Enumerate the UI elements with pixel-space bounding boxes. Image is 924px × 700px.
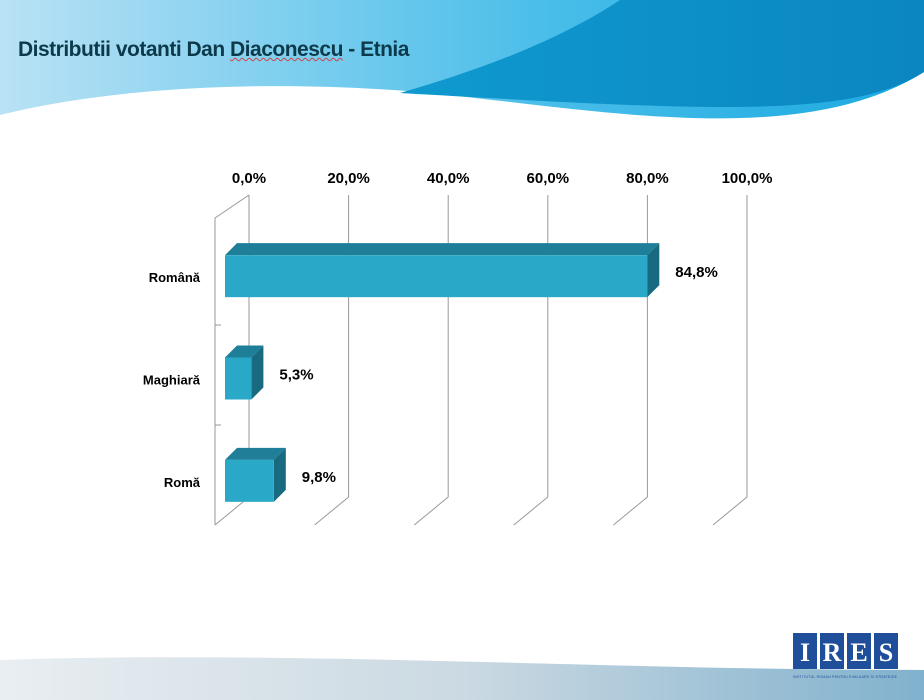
bar-top-face — [225, 447, 286, 460]
x-tick-label: 40,0% — [427, 170, 470, 187]
ires-logo: I R E S INSTITUTUL ROMAN PENTRU EVALUARE SI … — [793, 633, 898, 679]
logo-subtitle: INSTITUTUL ROMAN PENTRU EVALUARE SI STRA… — [793, 675, 898, 679]
data-label: 84,8% — [675, 264, 718, 281]
x-tick-label: 60,0% — [527, 170, 570, 187]
x-tick-label: 0,0% — [232, 170, 266, 187]
title-part: - Etnia — [342, 38, 409, 61]
bar — [225, 243, 660, 298]
logo-letter: S — [879, 638, 893, 667]
bar-side-face — [251, 345, 264, 400]
logo-letter-box — [820, 633, 844, 669]
gridline — [712, 195, 748, 526]
category-label: Maghiară — [143, 373, 201, 388]
bar — [225, 447, 286, 502]
bar-side-face — [647, 243, 660, 298]
side-wall — [214, 194, 250, 525]
bar-top-face — [225, 243, 660, 256]
bar — [225, 345, 264, 400]
category-label: Română — [149, 270, 201, 285]
bar-top-face — [225, 345, 264, 358]
x-tick-label: 80,0% — [626, 170, 669, 187]
logo-letter-box — [793, 633, 817, 669]
logo-letter-box — [847, 633, 871, 669]
logo-letter: E — [850, 638, 867, 667]
bar-front-face — [225, 255, 648, 298]
bar-side-face — [273, 447, 286, 502]
logo-letter: R — [823, 638, 842, 667]
title-part: Distributii votanti Dan — [18, 38, 231, 61]
x-tick-label: 100,0% — [722, 170, 773, 187]
data-label: 5,3% — [279, 367, 313, 384]
slide-title: Distributii votanti Dan Diaconescu - Etn… — [18, 38, 409, 62]
bar-front-face — [225, 459, 274, 502]
data-label: 9,8% — [302, 469, 336, 486]
bar-front-face — [225, 357, 252, 400]
logo-letter-box — [874, 633, 898, 669]
category-label: Romă — [164, 475, 201, 490]
x-tick-label: 20,0% — [327, 170, 370, 187]
title-part-underlined: Diaconescu — [230, 38, 343, 61]
logo-letter: I — [800, 638, 810, 667]
